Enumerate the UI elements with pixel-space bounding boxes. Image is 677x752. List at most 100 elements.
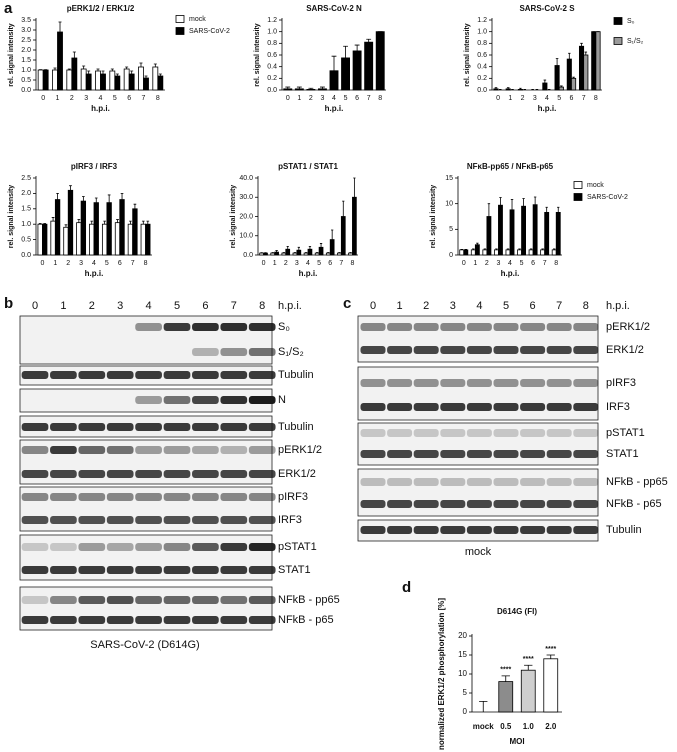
error-bar [43, 223, 47, 225]
band [163, 371, 191, 379]
band [466, 403, 492, 411]
error-bar [286, 245, 289, 250]
band [573, 323, 599, 331]
x-tick-label: 7 [131, 260, 135, 267]
bar [498, 681, 514, 713]
bar [555, 211, 561, 256]
x-tick-label: 8 [378, 95, 382, 102]
band [21, 371, 49, 379]
lane-label: 3 [117, 300, 123, 312]
band [440, 500, 466, 508]
bar [119, 199, 125, 256]
legend-label: mock [587, 182, 604, 189]
bar [89, 223, 95, 256]
band [135, 493, 162, 501]
bar [364, 41, 374, 91]
bar [71, 57, 78, 91]
error-bar [82, 65, 86, 69]
y-axis-label: normalized ERK1/2 phosphorylation [%] [437, 598, 446, 750]
lane-label: 3 [450, 300, 456, 312]
band [440, 429, 466, 437]
bar [595, 31, 601, 91]
error-bar [342, 200, 345, 217]
bar [50, 220, 56, 256]
row-label: pIRF3 [606, 377, 636, 389]
band [21, 596, 49, 604]
x-tick-label: 4 [332, 95, 336, 102]
error-bar [304, 252, 308, 254]
lane-label: 1 [60, 300, 66, 312]
error-bar [533, 196, 537, 205]
error-bar [90, 220, 94, 225]
panel-label: d [402, 579, 411, 596]
bar [583, 54, 589, 91]
band [192, 470, 219, 478]
band [248, 596, 276, 604]
bar [498, 204, 503, 256]
error-bar [327, 252, 330, 254]
x-tick-label: 0 [41, 95, 45, 102]
bar [128, 73, 135, 91]
bar [270, 252, 276, 256]
bar [76, 222, 82, 256]
band [78, 566, 106, 574]
error-bar [483, 248, 487, 250]
band [546, 478, 572, 486]
band [520, 379, 546, 387]
bar [558, 86, 564, 91]
x-tick-label: 1 [53, 260, 57, 267]
error-bar [125, 66, 129, 69]
x-tick-label: 5 [520, 260, 524, 267]
band [106, 493, 134, 501]
error-bar [67, 68, 71, 70]
band [493, 526, 519, 534]
band [546, 323, 572, 331]
error-bar [285, 86, 291, 89]
bar [470, 249, 476, 256]
band [546, 346, 572, 354]
chart-title: pIRF3 / IRF3 [71, 162, 118, 171]
panel-label: b [4, 295, 13, 312]
band [520, 323, 546, 331]
legend-label: S₀ [627, 18, 635, 25]
error-bar [584, 51, 588, 55]
x-tick-label: 6 [569, 95, 573, 102]
x-tick-label: 1 [473, 260, 477, 267]
error-bar [158, 73, 162, 76]
x-tick-label: 7 [367, 95, 371, 102]
band [78, 616, 106, 624]
bar [114, 75, 121, 91]
error-bar [524, 664, 533, 671]
band [220, 543, 248, 551]
x-tick-label: 0 [40, 260, 44, 267]
error-bar [331, 229, 334, 240]
band [163, 446, 191, 454]
error-bar [320, 86, 325, 89]
y-tick-label: 0.0 [243, 252, 253, 259]
bar [274, 251, 279, 256]
band [546, 500, 572, 508]
band [192, 423, 219, 431]
band [413, 403, 439, 411]
bar [352, 196, 357, 256]
error-bar [331, 55, 337, 71]
x-tick-label: 2 [485, 260, 489, 267]
band [192, 596, 219, 604]
x-tick-label: 6 [127, 95, 131, 102]
error-bar [82, 196, 85, 202]
band [520, 403, 546, 411]
band [413, 500, 439, 508]
y-tick-label: 2.5 [21, 175, 31, 182]
band [135, 566, 162, 574]
band [520, 478, 546, 486]
band [440, 450, 466, 458]
band [573, 478, 599, 486]
x-tick-label: 2 [521, 95, 525, 102]
lane-label: 6 [530, 300, 536, 312]
bar [37, 223, 43, 256]
y-axis-label: rel. signal intensity [430, 185, 437, 249]
error-bar [38, 223, 42, 225]
band [387, 450, 413, 458]
band [248, 566, 276, 574]
